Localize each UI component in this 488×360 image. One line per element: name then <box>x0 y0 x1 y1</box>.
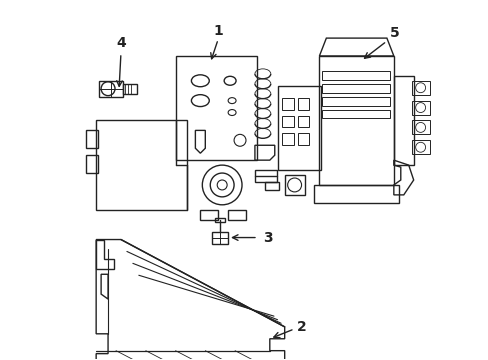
Bar <box>297 133 309 145</box>
Bar <box>411 140 428 154</box>
Bar <box>228 210 245 220</box>
Bar <box>297 116 309 127</box>
Bar <box>200 210 218 220</box>
Bar <box>277 86 321 170</box>
Bar <box>122 84 137 94</box>
Text: 5: 5 <box>389 26 399 40</box>
Bar <box>411 121 428 134</box>
Text: 2: 2 <box>296 320 306 334</box>
Bar <box>297 98 309 109</box>
Bar <box>393 76 413 165</box>
Bar <box>175 56 256 160</box>
Bar <box>322 96 389 105</box>
Bar <box>264 182 278 190</box>
Text: 4: 4 <box>116 36 125 50</box>
Bar <box>322 84 389 93</box>
Bar <box>254 170 276 182</box>
Bar <box>314 185 398 203</box>
Bar <box>411 100 428 114</box>
Bar <box>319 56 393 185</box>
Bar <box>99 81 122 96</box>
Bar <box>281 98 293 109</box>
Bar <box>322 109 389 118</box>
Bar <box>322 71 389 80</box>
Bar <box>411 81 428 95</box>
Bar <box>212 231 228 244</box>
Bar <box>281 116 293 127</box>
Bar <box>86 155 98 173</box>
Text: 3: 3 <box>263 230 272 244</box>
Bar <box>96 121 187 210</box>
Bar <box>86 130 98 148</box>
Bar <box>281 133 293 145</box>
Bar <box>215 218 224 222</box>
Text: 1: 1 <box>213 24 223 38</box>
Bar <box>284 175 304 195</box>
